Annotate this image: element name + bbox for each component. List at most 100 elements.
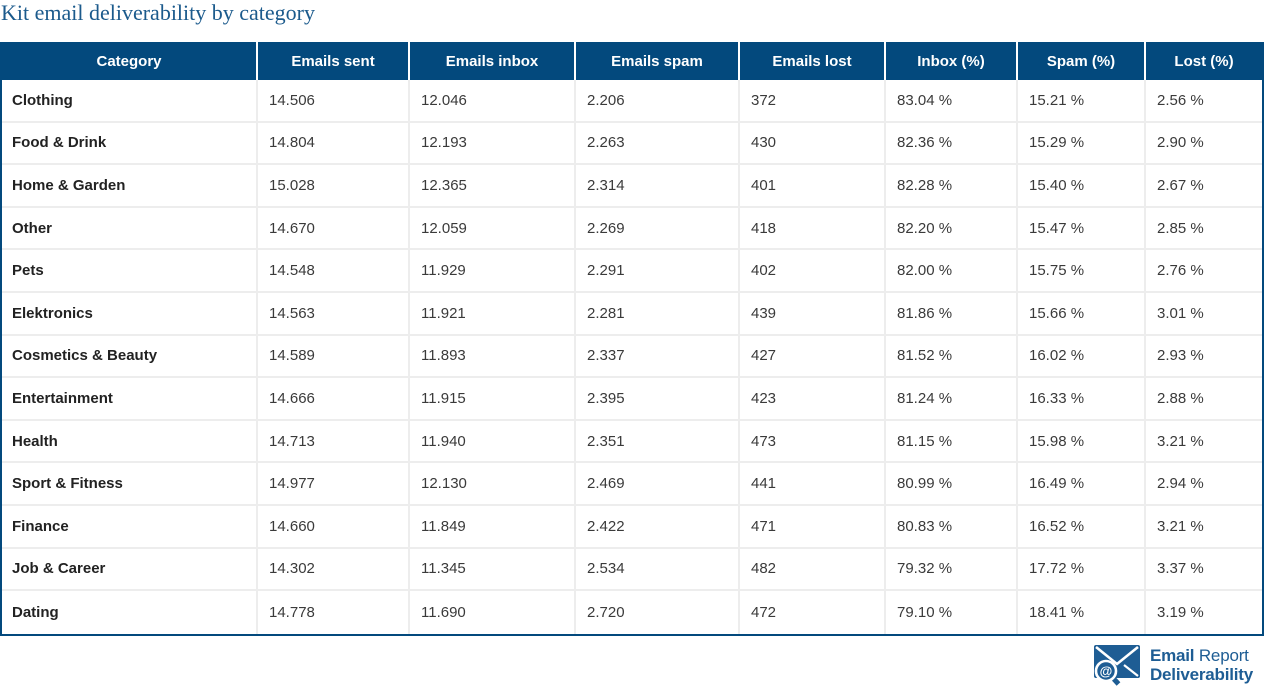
value-cell: 16.49 % — [1018, 463, 1146, 504]
page-title: Kit email deliverability by category — [1, 0, 316, 25]
logo-word-report: Report — [1198, 646, 1249, 665]
value-cell: 14.302 — [258, 548, 410, 590]
table-row: Sport & Fitness 14.977 12.130 2.469 441 80.99… — [2, 463, 1262, 506]
value-cell: 82.36 % — [886, 122, 1018, 164]
category-cell: Dating — [2, 591, 258, 634]
site-logo[interactable]: @ Email Report Deliverability — [1090, 644, 1253, 686]
value-cell: 15.29 % — [1018, 122, 1146, 164]
value-cell: 82.20 % — [886, 207, 1018, 249]
value-cell: 441 — [740, 463, 886, 504]
column-header-emails-inbox: Emails inbox — [410, 42, 576, 80]
value-cell: 12.193 — [410, 122, 576, 164]
table-row: Home & Garden 15.028 12.365 2.314 401 82.28 %… — [2, 165, 1262, 208]
value-cell: 11.849 — [410, 505, 576, 547]
value-cell: 14.666 — [258, 378, 410, 419]
value-cell: 472 — [740, 591, 886, 634]
table-row: Cosmetics & Beauty 14.589 11.893 2.337 427 81… — [2, 335, 1262, 379]
category-cell: Job & Career — [2, 548, 258, 590]
value-cell: 2.93 % — [1157, 347, 1204, 365]
value-cell: 14.506 — [258, 80, 410, 121]
value-cell: 15.75 % — [1018, 250, 1146, 291]
column-header-spam-pct: Spam (%) — [1018, 42, 1146, 80]
category-cell: Health — [2, 420, 258, 462]
value-cell: 430 — [740, 122, 886, 164]
category-cell: Sport & Fitness — [2, 463, 258, 504]
value-cell: 15.028 — [258, 165, 410, 206]
value-cell: 14.589 — [258, 335, 410, 377]
value-cell: 79.10 % — [886, 591, 1018, 634]
value-cell: 83.04 % — [886, 80, 1018, 121]
value-cell: 2.469 — [576, 463, 740, 504]
svg-text:@: @ — [1100, 664, 1113, 679]
value-cell: 482 — [740, 548, 886, 590]
logo-word-email: Email — [1149, 646, 1195, 665]
category-cell: Cosmetics & Beauty — [2, 335, 258, 377]
value-cell: 17.72 % — [1018, 548, 1146, 590]
value-cell: 80.83 % — [886, 505, 1018, 547]
value-cell: 14.804 — [258, 122, 410, 164]
value-cell: 14.548 — [258, 250, 410, 291]
value-cell: 2.90 % — [1157, 134, 1204, 152]
deliverability-table: Category Emails sent Emails inbox Emails… — [0, 42, 1264, 636]
value-cell: 3.21 % — [1157, 432, 1204, 450]
value-cell: 11.915 — [410, 378, 576, 419]
value-cell: 11.690 — [410, 591, 576, 634]
value-cell: 15.66 % — [1018, 292, 1146, 334]
table-header-row: Category Emails sent Emails inbox Emails… — [2, 42, 1262, 80]
value-cell: 81.24 % — [886, 378, 1018, 419]
table-row: Other 14.670 12.059 2.269 418 82.20 % 15.47 % 2… — [2, 207, 1262, 251]
value-cell: 2.76 % — [1157, 262, 1204, 280]
value-cell: 418 — [740, 207, 886, 249]
value-cell: 15.40 % — [1018, 165, 1146, 206]
column-header-emails-spam: Emails spam — [576, 42, 740, 80]
table-row: Dating 14.778 11.690 2.720 472 79.10 % 18.41 %… — [2, 591, 1262, 634]
value-cell: 81.86 % — [886, 292, 1018, 334]
table-row: Entertainment 14.666 11.915 2.395 423 81.24 %… — [2, 378, 1262, 421]
table-row: Elektronics 14.563 11.921 2.281 439 81.86 % 15… — [2, 292, 1262, 336]
value-cell: 3.21 % — [1157, 517, 1204, 535]
value-cell: 2.94 % — [1157, 475, 1204, 493]
value-cell: 14.778 — [258, 591, 410, 634]
table-row: Health 14.713 11.940 2.351 473 81.15 % 15.98 %… — [2, 420, 1262, 464]
value-cell: 3.37 % — [1157, 560, 1204, 578]
value-cell: 401 — [740, 165, 886, 206]
value-cell: 14.660 — [258, 505, 410, 547]
value-cell: 14.670 — [258, 207, 410, 249]
value-cell: 82.28 % — [886, 165, 1018, 206]
category-cell: Other — [2, 207, 258, 249]
value-cell: 11.345 — [410, 548, 576, 590]
value-cell: 2.269 — [576, 207, 740, 249]
table-row: Finance 14.660 11.849 2.422 471 80.83 % 16.52 … — [2, 505, 1262, 549]
value-cell: 15.98 % — [1018, 420, 1146, 462]
logo-word-deliverability: Deliverability — [1149, 665, 1253, 684]
table-row: Pets 14.548 11.929 2.291 402 82.00 % 15.75 % 2.… — [2, 250, 1262, 293]
value-cell: 471 — [740, 505, 886, 547]
value-cell: 2.395 — [576, 378, 740, 419]
value-cell: 2.314 — [576, 165, 740, 206]
value-cell: 18.41 % — [1018, 591, 1146, 634]
column-header-emails-lost: Emails lost — [740, 42, 886, 80]
category-cell: Finance — [2, 505, 258, 547]
value-cell: 2.337 — [576, 335, 740, 377]
value-cell: 16.02 % — [1018, 335, 1146, 377]
value-cell: 79.32 % — [886, 548, 1018, 590]
value-cell: 11.940 — [410, 420, 576, 462]
value-cell: 14.563 — [258, 292, 410, 334]
category-cell: Home & Garden — [2, 165, 258, 206]
value-cell: 2.67 % — [1157, 176, 1204, 194]
value-cell: 11.893 — [410, 335, 576, 377]
value-cell: 2.206 — [576, 80, 740, 121]
value-cell: 423 — [740, 378, 886, 419]
value-cell: 81.15 % — [886, 420, 1018, 462]
column-header-lost-pct: Lost (%) — [1174, 52, 1234, 70]
value-cell: 11.921 — [410, 292, 576, 334]
value-cell: 473 — [740, 420, 886, 462]
value-cell: 12.046 — [410, 80, 576, 121]
category-cell: Entertainment — [2, 378, 258, 419]
value-cell: 2.422 — [576, 505, 740, 547]
category-cell: Clothing — [2, 80, 258, 121]
value-cell: 2.263 — [576, 122, 740, 164]
value-cell: 16.52 % — [1018, 505, 1146, 547]
value-cell: 80.99 % — [886, 463, 1018, 504]
value-cell: 14.713 — [258, 420, 410, 462]
